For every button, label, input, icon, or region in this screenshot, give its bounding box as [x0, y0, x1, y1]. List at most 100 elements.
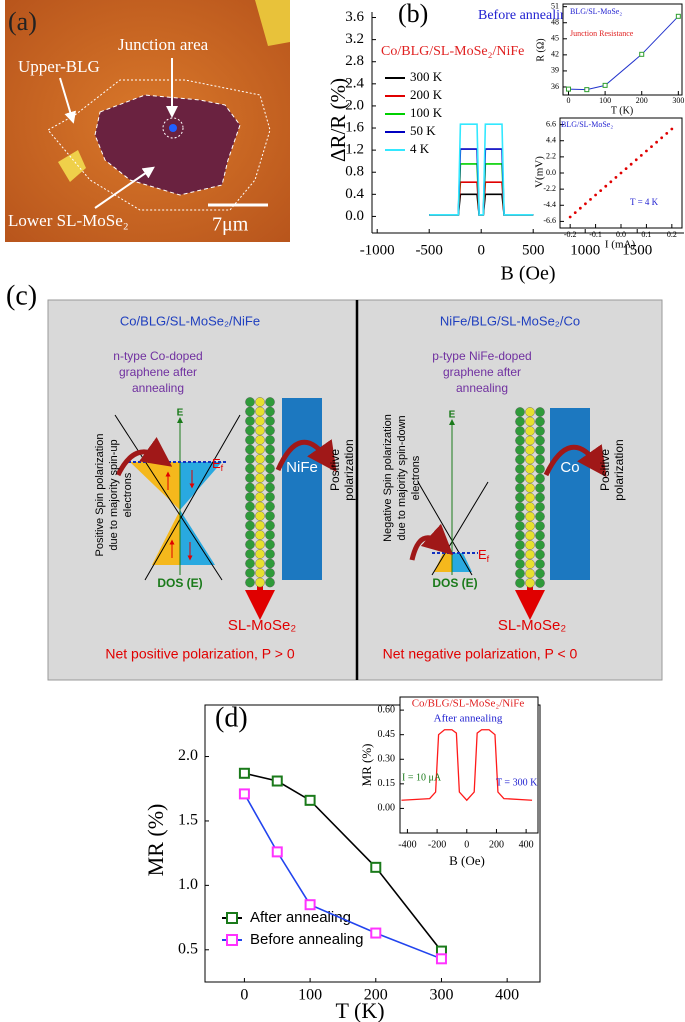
- diagram-text: Co: [560, 459, 579, 476]
- atom: [255, 520, 265, 531]
- line-chart: 0 100 200 300 36 39 42 45 48 51 T (K) R (Ω) BLG/SL-M…: [535, 2, 684, 117]
- atom: [515, 578, 525, 588]
- fermi-sub: f: [487, 554, 490, 564]
- marker: [675, 13, 681, 19]
- cone-line: [114, 414, 223, 581]
- point: [609, 180, 613, 184]
- atom: [515, 407, 525, 417]
- marker: [639, 51, 645, 57]
- atom: [535, 540, 545, 550]
- flake: [58, 150, 86, 182]
- legend-marker: [226, 912, 238, 924]
- atom: [265, 530, 275, 540]
- panel-label: (b): [398, 0, 428, 28]
- point: [670, 127, 674, 131]
- atom: [255, 549, 265, 559]
- atom: [515, 464, 525, 474]
- point: [594, 193, 597, 197]
- y-tick-label: 2.0: [178, 747, 198, 764]
- legend-label: 300 K: [410, 69, 443, 84]
- atom: [265, 577, 275, 588]
- atom: [535, 549, 545, 560]
- atom: [525, 549, 535, 560]
- atom: [245, 577, 255, 588]
- point: [660, 136, 664, 140]
- atom: [535, 435, 545, 446]
- atom: [245, 473, 255, 483]
- atom: [245, 444, 255, 455]
- atom: [515, 511, 525, 522]
- point: [650, 145, 653, 149]
- line-chart: -400 -200 0 200 400 0.00 0.15 0.30 0.45 0.60 B (Oe…: [359, 696, 539, 868]
- point: [639, 154, 643, 157]
- atom: [245, 549, 255, 559]
- x-tick-label: 1500: [622, 242, 652, 258]
- atom: [515, 568, 525, 579]
- diagram-text: graphene after: [119, 365, 197, 379]
- scatter-chart: -0.2 -0.1 0.0 0.1 0.2 -6.6 -4.4 -2.2 0.0 2.2 4.4 6.…: [534, 117, 683, 251]
- atom: [255, 501, 265, 512]
- x-tick-label: 0.0: [616, 230, 626, 239]
- curved-arrow: [115, 437, 173, 477]
- diagram-text: polarization: [342, 439, 356, 500]
- atom: [525, 435, 535, 446]
- legend-label: 50 K: [410, 123, 436, 138]
- atom: [255, 568, 265, 578]
- cone-line: [431, 481, 489, 576]
- atom: [265, 568, 275, 578]
- atom: [265, 520, 275, 531]
- y-axis-label: R (Ω): [535, 38, 546, 61]
- diagram-text: Negative Spin polarization: [382, 414, 394, 542]
- cone-line: [144, 414, 241, 581]
- plot-frame: [399, 696, 539, 834]
- annotation: T = 300 K: [496, 777, 538, 788]
- atom: [265, 558, 275, 569]
- atom: [265, 511, 275, 521]
- atom: [525, 473, 535, 484]
- atom: [535, 483, 545, 493]
- atom: [535, 454, 545, 465]
- atom: [525, 454, 535, 465]
- atom: [525, 445, 535, 455]
- x-tick-label: 0: [566, 96, 570, 105]
- arrow: [94, 166, 155, 209]
- diagram-text: Net negative polarization, P < 0: [383, 646, 578, 662]
- legend-label: 4 K: [410, 141, 430, 156]
- plot-frame: [562, 3, 683, 96]
- dos-down: [180, 462, 222, 510]
- annotation: I = 10 μA: [402, 772, 442, 783]
- atom: [515, 521, 525, 531]
- x-tick-label: 200: [364, 987, 388, 1004]
- atom: [265, 549, 275, 559]
- atom: [265, 492, 275, 502]
- point: [665, 132, 669, 135]
- atom: [265, 454, 275, 464]
- dos-down: [180, 510, 215, 565]
- y-tick-label: 39: [551, 66, 559, 75]
- atom: [265, 501, 275, 512]
- scale-label: 7μm: [212, 214, 249, 236]
- atom: [515, 426, 525, 436]
- atom: [265, 473, 275, 483]
- atom: [255, 473, 265, 483]
- atom: [535, 559, 545, 569]
- point: [645, 149, 648, 153]
- atom: [245, 530, 255, 540]
- atom: [245, 511, 255, 521]
- atom: [245, 425, 255, 436]
- junction-dot: [169, 124, 177, 132]
- diagram: (c) Co/BLG/SL-MoSe₂/NiFe n-type Co-doped g…: [6, 280, 663, 681]
- y-tick-label: 1.0: [178, 876, 198, 893]
- dashed-outline: [94, 94, 241, 196]
- point: [655, 140, 658, 144]
- atom: [525, 521, 535, 531]
- atom: [255, 558, 265, 569]
- y-tick-label: 0.4: [345, 186, 364, 202]
- marker: [271, 846, 283, 858]
- y-tick-label: -2.2: [543, 184, 556, 193]
- marker: [584, 87, 590, 93]
- point: [589, 198, 592, 201]
- diagram-text: DOS (E): [157, 576, 202, 590]
- atom: [245, 454, 255, 464]
